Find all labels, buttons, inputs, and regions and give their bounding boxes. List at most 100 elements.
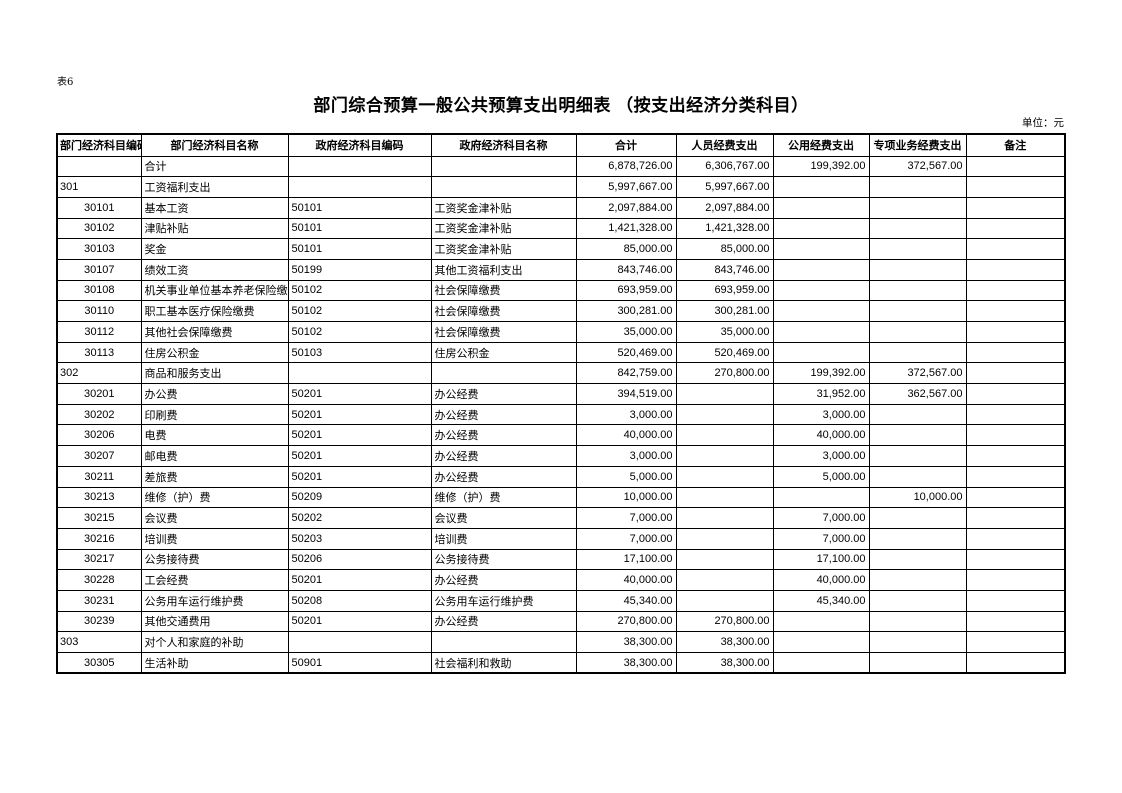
dept-name-cell: 津贴补贴 (140, 217, 289, 240)
dept-name-cell: 会议费 (140, 507, 289, 529)
public-funds-cell: 7,000.00 (772, 527, 870, 550)
dept-code-cell: 30110 (56, 300, 142, 322)
dept-code-cell: 301 (56, 176, 142, 198)
personnel-cell (675, 465, 774, 488)
table-row: 301 工资福利支出 5,997,667.00 5,997,667.00 (56, 176, 1066, 198)
dept-code-cell: 30201 (56, 383, 142, 405)
special-funds-cell (868, 631, 967, 653)
note-cell (965, 527, 1066, 550)
public-funds-cell (772, 610, 870, 633)
dept-code-cell: 30202 (56, 403, 142, 426)
note-cell (965, 486, 1066, 509)
special-funds-cell (868, 589, 967, 612)
note-cell (965, 631, 1066, 653)
table-row: 30216 培训费 50203 培训费 7,000.00 7,000.00 (56, 527, 1066, 550)
special-funds-cell (868, 424, 967, 447)
gov-name-cell: 公务用车运行维护费 (430, 589, 577, 612)
personnel-cell: 6,306,767.00 (675, 155, 774, 178)
dept-name-cell: 公务接待费 (140, 548, 289, 571)
table-row: 30239 其他交通费用 50201 办公经费 270,800.00 270,8… (56, 610, 1066, 633)
dept-name-cell: 绩效工资 (140, 258, 289, 281)
note-cell (965, 610, 1066, 633)
gov-name-cell: 社会保障缴费 (430, 300, 577, 322)
total-cell: 520,469.00 (575, 341, 677, 364)
total-cell: 394,519.00 (575, 383, 677, 405)
special-funds-cell (868, 196, 967, 219)
dept-name-cell: 其他交通费用 (140, 610, 289, 633)
dept-code-cell: 30239 (56, 610, 142, 633)
gov-code-cell: 50102 (287, 300, 432, 322)
gov-name-cell: 社会福利和救助 (430, 652, 577, 674)
dept-name-cell: 奖金 (140, 238, 289, 260)
public-funds-cell (772, 321, 870, 343)
gov-code-cell: 50101 (287, 217, 432, 240)
gov-code-cell (287, 176, 432, 198)
note-cell (965, 341, 1066, 364)
gov-name-cell: 工资奖金津补贴 (430, 196, 577, 219)
personnel-cell: 35,000.00 (675, 321, 774, 343)
total-cell: 1,421,328.00 (575, 217, 677, 240)
col-header-public: 公用经费支出 (772, 133, 870, 157)
table-row: 302 商品和服务支出 842,759.00 270,800.00 199,39… (56, 362, 1066, 385)
dept-name-cell: 维修（护）费 (140, 486, 289, 509)
special-funds-cell (868, 321, 967, 343)
gov-name-cell (430, 631, 577, 653)
total-cell: 5,000.00 (575, 465, 677, 488)
public-funds-cell (772, 652, 870, 674)
note-cell (965, 548, 1066, 571)
table-row: 30231 公务用车运行维护费 50208 公务用车运行维护费 45,340.0… (56, 589, 1066, 612)
note-cell (965, 155, 1066, 178)
gov-name-cell: 社会保障缴费 (430, 279, 577, 302)
public-funds-cell (772, 300, 870, 322)
dept-code-cell: 30107 (56, 258, 142, 281)
public-funds-cell: 40,000.00 (772, 424, 870, 447)
dept-code-cell: 30206 (56, 424, 142, 447)
personnel-cell: 270,800.00 (675, 362, 774, 385)
table-row: 30207 邮电费 50201 办公经费 3,000.00 3,000.00 (56, 445, 1066, 467)
personnel-cell: 1,421,328.00 (675, 217, 774, 240)
total-cell: 38,300.00 (575, 652, 677, 674)
special-funds-cell (868, 403, 967, 426)
total-cell: 5,997,667.00 (575, 176, 677, 198)
personnel-cell: 38,300.00 (675, 631, 774, 653)
table-row: 30107 绩效工资 50199 其他工资福利支出 843,746.00 843… (56, 258, 1066, 281)
special-funds-cell: 372,567.00 (868, 362, 967, 385)
unit-label: 单位：元 (1022, 117, 1064, 129)
total-cell: 3,000.00 (575, 403, 677, 426)
dept-name-cell: 机关事业单位基本养老保险缴费 (140, 279, 289, 302)
gov-code-cell (287, 155, 432, 178)
col-header-gov-name: 政府经济科目名称 (430, 133, 577, 157)
public-funds-cell (772, 196, 870, 219)
gov-name-cell: 社会保障缴费 (430, 321, 577, 343)
special-funds-cell: 372,567.00 (868, 155, 967, 178)
public-funds-cell: 3,000.00 (772, 403, 870, 426)
table-row: 30103 奖金 50101 工资奖金津补贴 85,000.00 85,000.… (56, 238, 1066, 260)
total-cell: 300,281.00 (575, 300, 677, 322)
note-cell (965, 403, 1066, 426)
sheet-tag: 表6 (57, 77, 74, 88)
public-funds-cell: 31,952.00 (772, 383, 870, 405)
personnel-cell (675, 486, 774, 509)
gov-code-cell: 50201 (287, 445, 432, 467)
gov-code-cell (287, 362, 432, 385)
personnel-cell (675, 527, 774, 550)
total-cell: 85,000.00 (575, 238, 677, 260)
dept-name-cell: 合计 (140, 155, 289, 178)
note-cell (965, 569, 1066, 591)
dept-name-cell: 商品和服务支出 (140, 362, 289, 385)
special-funds-cell (868, 465, 967, 488)
gov-code-cell: 50208 (287, 589, 432, 612)
gov-name-cell: 办公经费 (430, 610, 577, 633)
total-cell: 45,340.00 (575, 589, 677, 612)
dept-code-cell: 30112 (56, 321, 142, 343)
dept-code-cell: 30228 (56, 569, 142, 591)
page-title: 部门综合预算一般公共预算支出明细表 （按支出经济分类科目） (313, 96, 809, 115)
dept-code-cell: 30103 (56, 238, 142, 260)
table-header-row: 部门经济科目编码 部门经济科目名称 政府经济科目编码 政府经济科目名称 合计 人… (56, 133, 1066, 157)
total-cell: 843,746.00 (575, 258, 677, 281)
gov-name-cell: 办公经费 (430, 465, 577, 488)
table-row: 30305 生活补助 50901 社会福利和救助 38,300.00 38,30… (56, 652, 1066, 674)
table-row: 30228 工会经费 50201 办公经费 40,000.00 40,000.0… (56, 569, 1066, 591)
note-cell (965, 238, 1066, 260)
gov-code-cell (287, 631, 432, 653)
